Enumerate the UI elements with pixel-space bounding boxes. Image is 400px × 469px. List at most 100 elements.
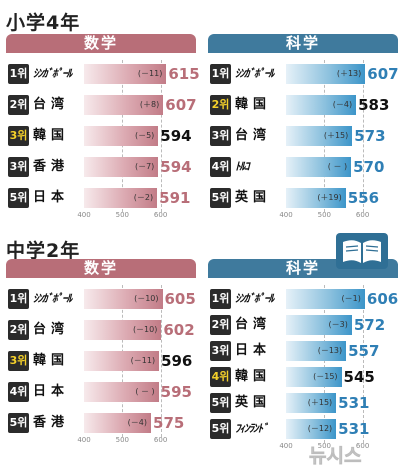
gridline-500 [324,285,326,443]
score-value: 591 [159,189,191,207]
score-value: 602 [163,321,195,339]
score-change: (－12) [307,424,333,433]
section-title: 小学4年 [6,12,81,34]
ranking-row: 1위 ｼﾝｶﾞﾎﾟｰﾙ (＋13) 607 [208,62,399,86]
score-value: 575 [153,414,185,432]
rank-badge: 3위 [210,341,231,361]
score-change: (－10) [132,325,158,334]
rank-badge: 5위 [8,188,29,208]
rank-badge: 1위 [210,64,231,84]
ranking-row: 5위 日本 (－2) 591 [6,186,196,210]
country-name: ﾌｨﾝﾗﾝﾄﾞ [235,422,269,435]
axis-tick-label: 600 [153,436,168,444]
score-bar [286,315,352,335]
score-change: (＋8) [139,100,160,109]
score-change: (－2) [133,193,154,202]
country-name: 韓国 [33,128,70,143]
score-value: 570 [353,158,385,176]
axis-tick-label: 500 [115,211,129,219]
rank-badge: 5위 [210,188,231,208]
gridline-600 [160,285,162,437]
ranking-row: 2위 台湾 (＋8) 607 [6,93,197,117]
axis-tick-label: 500 [115,436,129,444]
rank-badge: 4위 [8,382,29,402]
score-value: 531 [338,420,370,438]
score-value: 595 [160,383,192,401]
score-value: 615 [168,65,200,83]
score-value: 605 [164,290,196,308]
score-change: (－13) [317,346,343,355]
ranking-row: 2위 台湾 (－10) 602 [6,318,196,342]
score-change: (＋13) [336,69,362,78]
score-value: 556 [347,189,380,207]
score-value: 594 [160,127,192,145]
score-value: 572 [353,316,386,334]
rank-badge: 2위 [8,95,29,115]
score-bar [286,289,365,309]
score-change: (－15) [313,372,338,381]
score-bar [84,188,158,208]
score-bar [286,188,346,208]
ranking-row: 1위 ｼﾝｶﾞﾎﾟｰﾙ (－11) 615 [6,62,200,86]
ranking-row: 3위 台湾 (＋15) 573 [208,124,398,148]
country-name: 台湾 [33,322,70,337]
score-bar [286,419,337,439]
rank-badge: 4위 [210,157,231,177]
book-icon [336,233,388,269]
country-name: ｼﾝｶﾞﾎﾟｰﾙ [33,67,72,80]
gridline-600 [362,60,364,212]
score-bar [84,126,159,146]
score-bar [84,157,159,177]
score-bar [286,95,357,115]
country-name: 韓国 [235,97,272,112]
rank-badge: 1위 [8,64,29,84]
score-bar [286,341,347,361]
ranking-row: 3위 香港 (－7) 594 [6,155,196,179]
rank-badge: 2위 [210,315,231,335]
score-value: 607 [165,96,197,114]
ranking-row: 1위 ｼﾝｶﾞﾎﾟｰﾙ (－10) 605 [6,287,196,311]
axis-tick-label: 400 [279,442,293,450]
gridline-600 [160,60,162,212]
country-name: 日本 [33,384,70,399]
rank-badge: 1위 [8,289,29,309]
score-bar [286,367,342,387]
score-bar [286,393,337,413]
score-bar [84,413,152,433]
ranking-row: 2위 台湾 (－3) 572 [208,313,398,337]
sci-panel: 科学 1위 ｼﾝｶﾞﾎﾟｰﾙ (－1) 606 2위 台湾 (－3) 572 3위 日本 (－13) 5… [208,259,398,459]
score-bar [84,351,160,371]
country-name: ｼﾝｶﾞﾎﾟｰﾙ [33,292,72,305]
score-change: ( － ) [135,387,155,396]
country-name: ﾄﾙｺ [235,160,250,173]
ranking-row: 4위 韓国 (－15) 545 [208,365,398,389]
score-value: 594 [160,158,192,176]
country-name: 日本 [33,190,70,205]
score-change: (＋15) [307,398,333,407]
score-change: (－10) [134,294,159,303]
math-panel: 数学 1위 ｼﾝｶﾞﾎﾟｰﾙ (－11) 615 2위 台湾 (＋8) 607 3위 韓国 (－5) 5… [6,34,200,234]
math-panel: 数学 1위 ｼﾝｶﾞﾎﾟｰﾙ (－10) 605 2위 台湾 (－10) 602 3위 韓国 (－11… [6,259,196,459]
score-value: 545 [343,368,375,386]
country-name: 英国 [235,190,272,205]
axis-tick-label: 400 [77,211,91,219]
axis-tick-label: 600 [355,442,370,450]
ranking-row: 5위 英国 (＋15) 531 [208,391,398,415]
axis-tick-label: 600 [153,211,168,219]
country-name: 韓国 [33,353,70,368]
score-change: (＋19) [317,193,342,202]
ranking-row: 4위 ﾄﾙｺ ( － ) 570 [208,155,398,179]
ranking-row: 5위 英国 (＋19) 556 [208,186,398,210]
rank-badge: 5위 [210,419,231,439]
country-name: 英国 [235,395,272,410]
country-name: 香港 [33,159,70,174]
score-change: ( － ) [327,162,348,171]
ranking-row: 5위 香港 (－4) 575 [6,411,196,435]
score-bar [84,289,163,309]
country-name: ｼﾝｶﾞﾎﾟｰﾙ [235,67,274,80]
score-bar [84,64,167,84]
score-bar [84,320,162,340]
ranking-row: 3위 日本 (－13) 557 [208,339,398,363]
ranking-row: 3위 韓国 (－5) 594 [6,124,196,148]
newsis-logo: 뉴시스 [305,441,399,468]
